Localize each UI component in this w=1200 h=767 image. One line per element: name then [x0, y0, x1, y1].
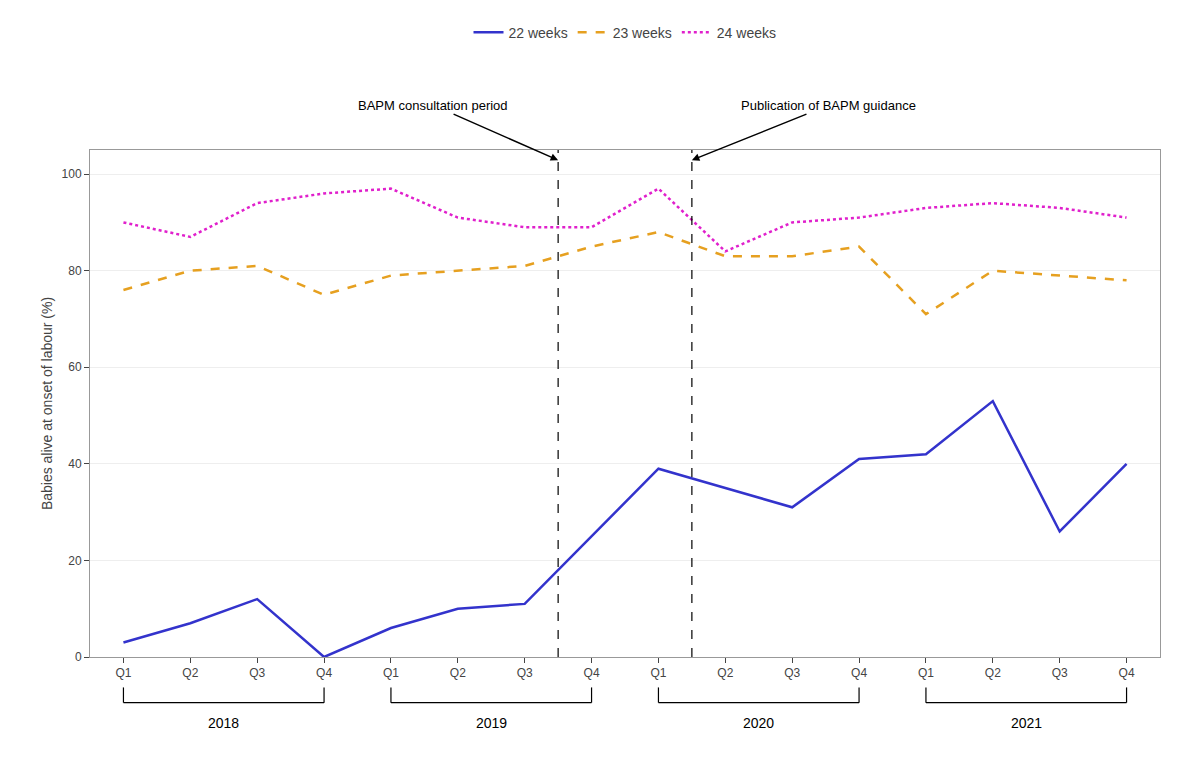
svg-text:Q2: Q2 — [717, 666, 733, 680]
svg-text:Publication of BAPM guidance: Publication of BAPM guidance — [741, 98, 916, 113]
svg-text:Q3: Q3 — [249, 666, 265, 680]
svg-text:24 weeks: 24 weeks — [717, 25, 776, 41]
svg-text:80: 80 — [68, 264, 82, 278]
svg-text:Q4: Q4 — [316, 666, 332, 680]
svg-text:2021: 2021 — [1011, 715, 1042, 731]
svg-text:Q4: Q4 — [1119, 666, 1135, 680]
svg-text:20: 20 — [68, 554, 82, 568]
svg-text:Q4: Q4 — [584, 666, 600, 680]
svg-text:Q2: Q2 — [182, 666, 198, 680]
svg-text:Babies alive at onset of labou: Babies alive at onset of labour (%) — [39, 297, 55, 510]
svg-text:100: 100 — [62, 167, 82, 181]
svg-text:Q2: Q2 — [450, 666, 466, 680]
svg-text:2018: 2018 — [208, 715, 239, 731]
svg-text:Q1: Q1 — [918, 666, 934, 680]
svg-text:2019: 2019 — [476, 715, 507, 731]
svg-text:Q2: Q2 — [985, 666, 1001, 680]
svg-text:Q3: Q3 — [784, 666, 800, 680]
svg-text:Q3: Q3 — [517, 666, 533, 680]
svg-text:22 weeks: 22 weeks — [509, 25, 568, 41]
svg-text:0: 0 — [75, 650, 82, 664]
svg-text:Q1: Q1 — [650, 666, 666, 680]
svg-text:Q3: Q3 — [1052, 666, 1068, 680]
svg-text:Q1: Q1 — [383, 666, 399, 680]
svg-text:40: 40 — [68, 457, 82, 471]
svg-text:BAPM consultation period: BAPM consultation period — [358, 98, 508, 113]
svg-text:Q1: Q1 — [115, 666, 131, 680]
svg-text:60: 60 — [68, 360, 82, 374]
svg-text:2020: 2020 — [743, 715, 774, 731]
svg-text:Q4: Q4 — [851, 666, 867, 680]
svg-text:23 weeks: 23 weeks — [613, 25, 672, 41]
